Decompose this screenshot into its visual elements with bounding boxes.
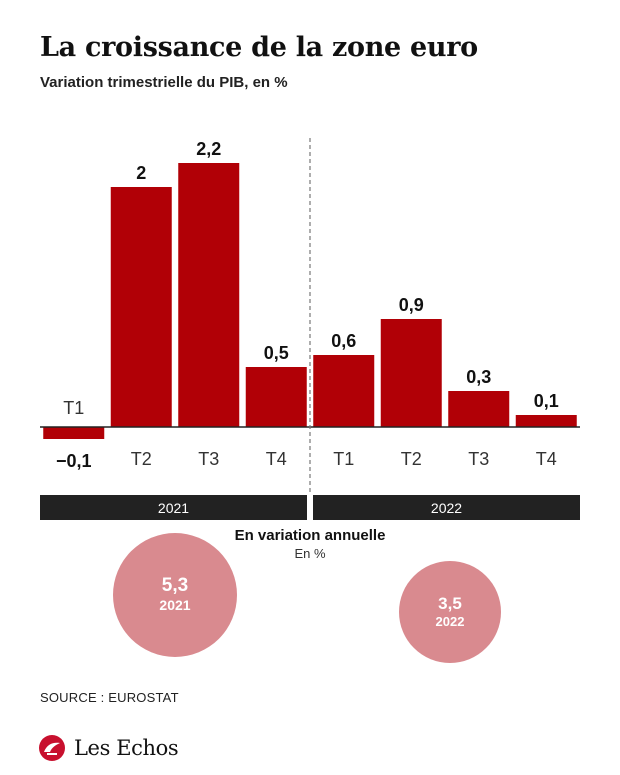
annual-value-2022: 3,5 [438,593,462,613]
category-label: T4 [266,449,287,469]
category-label: T2 [401,449,422,469]
data-label: 0,5 [264,343,289,363]
annual-year-2021: 2021 [159,597,191,614]
bar [110,187,172,427]
data-label: 0,6 [331,331,356,351]
chart-subtitle: Variation trimestrielle du PIB, en % [40,74,288,91]
data-label: 2 [136,163,146,183]
year-band-label: 2021 [158,500,189,516]
category-label: T2 [131,449,152,469]
annual-subtitle: En % [294,546,326,561]
bar-chart: −0,1 T1 2 T2 2,2 T3 0,5 T4 0,6 T1 0,9 T2 0,3 T3 0,1 T4 2… [40,138,580,520]
brand-name: Les Echos [74,736,179,760]
data-label: 2,2 [196,139,221,159]
brand-logo: Les Echos [38,734,179,762]
bar [245,367,307,427]
bar [448,391,510,427]
bar [43,427,105,439]
data-label: 0,3 [466,367,491,387]
year-band [313,495,580,520]
category-label: T1 [333,449,354,469]
data-label: 0,9 [399,295,424,315]
bar [515,415,577,427]
annual-bubble-2021: 5,3 2021 [113,533,237,657]
category-label: T4 [536,449,557,469]
category-label: T3 [468,449,489,469]
bar [313,355,375,427]
category-label: T3 [198,449,219,469]
annual-value-2021: 5,3 [161,575,189,597]
year-band [40,495,307,520]
annual-bubble-2022: 3,5 2022 [399,561,501,663]
category-label: T1 [63,398,84,418]
data-label: −0,1 [56,451,92,471]
source-note: SOURCE : EUROSTAT [40,690,179,705]
bar [178,163,240,427]
annual-year-2022: 2022 [435,613,465,629]
year-band-label: 2022 [431,500,462,516]
les-echos-logo-icon [39,735,65,761]
data-label: 0,1 [534,391,559,411]
chart-title: La croissance de la zone euro [40,32,478,63]
bar [380,319,442,427]
annual-title: En variation annuelle [234,527,386,544]
